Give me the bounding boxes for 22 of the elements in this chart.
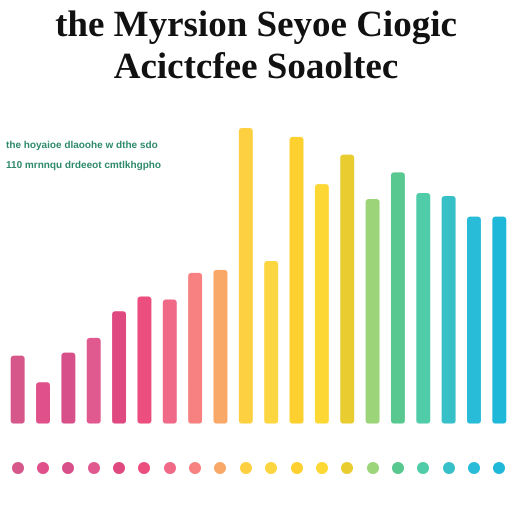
bar bbox=[264, 261, 278, 424]
bar bbox=[340, 154, 354, 424]
bar bbox=[290, 136, 304, 424]
bar bbox=[366, 198, 380, 424]
bar bbox=[214, 270, 228, 424]
chart-title: the Myrsion Seyoe Ciogic Acictcfee Soaoltec bbox=[54, 4, 458, 88]
bar bbox=[442, 196, 456, 424]
bar bbox=[238, 128, 253, 424]
bar bbox=[137, 296, 152, 424]
bar bbox=[86, 338, 101, 424]
bar bbox=[188, 272, 202, 424]
bar bbox=[390, 172, 405, 424]
bar bbox=[36, 382, 50, 424]
bar bbox=[314, 184, 329, 424]
bar bbox=[10, 356, 25, 424]
bar bbox=[416, 193, 430, 424]
bar bbox=[467, 216, 481, 424]
bar bbox=[61, 352, 76, 424]
bar bbox=[162, 299, 177, 424]
bar bbox=[112, 311, 126, 424]
bar bbox=[492, 216, 506, 424]
text: the hoyaioe dlaoohe w dthe sdo 110 mrnnqu drdeeot cmtlkhgpho bbox=[6, 139, 162, 173]
